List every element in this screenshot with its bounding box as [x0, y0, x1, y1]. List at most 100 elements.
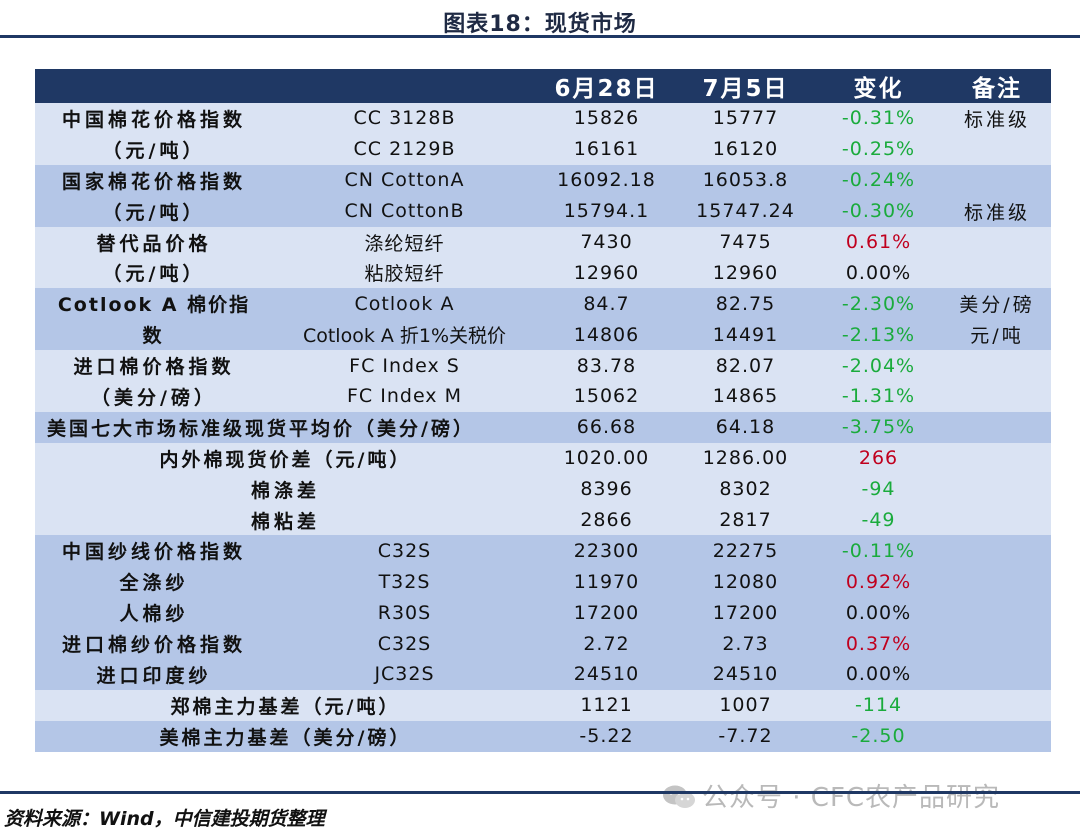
row-value-date2: 12960 — [677, 257, 814, 289]
row-value-date1: 1121 — [536, 689, 677, 721]
row-change: 0.61% — [814, 226, 943, 258]
row-change: -1.31% — [814, 381, 943, 412]
table-row: 棉粘差 2866 2817 -49 — [35, 504, 1051, 536]
row-value-date1: 22300 — [536, 535, 677, 567]
row-item: CN CottonB — [273, 195, 536, 227]
row-value-date1: 24510 — [536, 659, 677, 690]
table-row: （元/吨） 粘胶短纤 12960 12960 0.00% — [35, 257, 1051, 289]
header-date2: 7月5日 — [677, 69, 814, 103]
row-change: -0.24% — [814, 164, 943, 196]
row-group-label: 进口印度纱 — [35, 659, 273, 690]
row-value-date2: 1286.00 — [677, 442, 814, 474]
row-change: -49 — [814, 504, 943, 536]
row-group-label: 中国纱线价格指数 — [35, 535, 273, 567]
row-group-label: 全涤纱 — [35, 566, 273, 598]
row-value-date1: 12960 — [536, 257, 677, 289]
row-change: -0.25% — [814, 133, 943, 165]
row-group-label: 美棉主力基差（美分/磅） — [35, 720, 536, 752]
row-note — [943, 597, 1051, 629]
table-row: 进口印度纱 JC32S 24510 24510 0.00% — [35, 659, 1051, 690]
row-group-label: （美分/磅） — [35, 381, 273, 412]
row-note: 美分/磅 — [943, 288, 1051, 320]
row-value-date1: 14806 — [536, 319, 677, 351]
row-item: CN CottonA — [273, 164, 536, 196]
row-group-label: 数 — [35, 319, 273, 351]
row-note — [943, 473, 1051, 505]
table-row: 数 Cotlook A 折1%关税价 14806 14491 -2.13% 元/… — [35, 319, 1051, 351]
row-note — [943, 381, 1051, 412]
table-row: （元/吨） CN CottonB 15794.1 15747.24 -0.30%… — [35, 195, 1051, 227]
header-date1: 6月28日 — [536, 69, 677, 103]
row-change: 0.00% — [814, 597, 943, 629]
row-group-label: （元/吨） — [35, 195, 273, 227]
header-col2 — [273, 69, 536, 103]
watermark: 公众号 · CFC农产品研究 — [662, 777, 1000, 814]
row-group-label: 国家棉花价格指数 — [35, 164, 273, 196]
row-change: -3.75% — [814, 411, 943, 443]
table-row: 中国棉花价格指数 CC 3128B 15826 15777 -0.31% 标准级 — [35, 103, 1051, 134]
row-note — [943, 411, 1051, 443]
row-note — [943, 659, 1051, 690]
row-group-label: 郑棉主力基差（元/吨） — [35, 689, 536, 721]
table-row: Cotlook A 棉价指 Cotlook A 84.7 82.75 -2.30… — [35, 288, 1051, 320]
table-row: 全涤纱 T32S 11970 12080 0.92% — [35, 566, 1051, 598]
row-value-date1: 1020.00 — [536, 442, 677, 474]
table-row: 人棉纱 R30S 17200 17200 0.00% — [35, 597, 1051, 629]
table-row: 美国七大市场标准级现货平均价（美分/磅） 66.68 64.18 -3.75% — [35, 411, 1051, 443]
row-note: 标准级 — [943, 103, 1051, 134]
header-note: 备注 — [943, 69, 1051, 103]
row-value-date1: 2866 — [536, 504, 677, 536]
header-change: 变化 — [814, 69, 943, 103]
row-note — [943, 535, 1051, 567]
row-item: R30S — [273, 597, 536, 629]
row-change: -2.50 — [814, 720, 943, 752]
row-value-date2: 82.07 — [677, 350, 814, 382]
row-value-date2: 17200 — [677, 597, 814, 629]
watermark-text: 公众号 · CFC农产品研究 — [702, 783, 1001, 813]
row-note — [943, 628, 1051, 660]
row-item: CC 2129B — [273, 133, 536, 165]
spot-market-table: 6月28日 7月5日 变化 备注 中国棉花价格指数 CC 3128B 15826… — [35, 69, 1051, 752]
row-value-date2: 2.73 — [677, 628, 814, 660]
row-value-date1: 83.78 — [536, 350, 677, 382]
row-value-date1: 15062 — [536, 381, 677, 412]
row-value-date2: 12080 — [677, 566, 814, 598]
row-value-date1: 15794.1 — [536, 195, 677, 227]
row-item: Cotlook A — [273, 288, 536, 320]
table-row: （元/吨） CC 2129B 16161 16120 -0.25% — [35, 133, 1051, 165]
row-value-date1: 2.72 — [536, 628, 677, 660]
row-value-date1: 66.68 — [536, 411, 677, 443]
row-value-date2: 22275 — [677, 535, 814, 567]
row-value-date2: 82.75 — [677, 288, 814, 320]
row-group-label: 人棉纱 — [35, 597, 273, 629]
row-value-date2: 15777 — [677, 103, 814, 134]
table-row: 内外棉现货价差（元/吨） 1020.00 1286.00 266 — [35, 442, 1051, 474]
row-value-date2: 24510 — [677, 659, 814, 690]
row-change: 0.92% — [814, 566, 943, 598]
header-row: 6月28日 7月5日 变化 备注 — [35, 69, 1051, 103]
wechat-icon — [663, 785, 695, 808]
table-row: 国家棉花价格指数 CN CottonA 16092.18 16053.8 -0.… — [35, 164, 1051, 196]
row-group-label: Cotlook A 棉价指 — [35, 288, 273, 320]
row-group-label: 中国棉花价格指数 — [35, 103, 273, 134]
row-value-date2: 14865 — [677, 381, 814, 412]
row-group-label: （元/吨） — [35, 133, 273, 165]
row-note — [943, 689, 1051, 721]
row-value-date2: -7.72 — [677, 720, 814, 752]
row-item: CC 3128B — [273, 103, 536, 134]
row-value-date2: 8302 — [677, 473, 814, 505]
table-row: 美棉主力基差（美分/磅） -5.22 -7.72 -2.50 — [35, 720, 1051, 752]
row-change: -2.30% — [814, 288, 943, 320]
row-value-date1: 16092.18 — [536, 164, 677, 196]
row-change: 0.37% — [814, 628, 943, 660]
row-note — [943, 133, 1051, 165]
row-item: 涤纶短纤 — [273, 226, 536, 258]
row-change: -114 — [814, 689, 943, 721]
row-change: -0.31% — [814, 103, 943, 134]
row-note — [943, 442, 1051, 474]
table-row: 棉涤差 8396 8302 -94 — [35, 473, 1051, 505]
row-group-label: 替代品价格 — [35, 226, 273, 258]
row-change: -2.13% — [814, 319, 943, 351]
row-value-date2: 64.18 — [677, 411, 814, 443]
header-col1 — [35, 69, 273, 103]
